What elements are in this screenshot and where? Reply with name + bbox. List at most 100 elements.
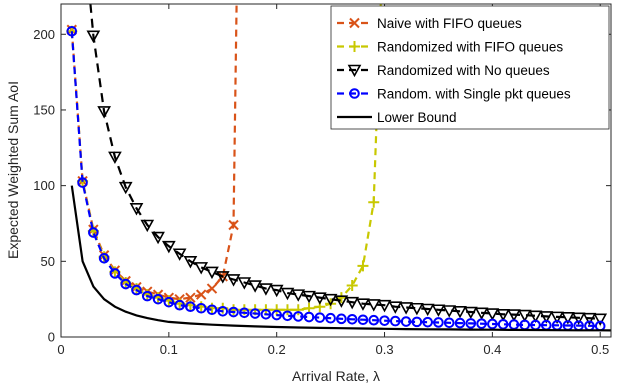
series-2-point bbox=[420, 303, 435, 317]
series-2-point bbox=[507, 309, 521, 322]
series-2-point bbox=[172, 248, 187, 261]
series-2-point bbox=[334, 295, 349, 308]
legend-box bbox=[330, 5, 610, 130]
x-tick-label: 0 bbox=[57, 342, 64, 357]
series-3-point bbox=[379, 315, 390, 326]
series-3-point bbox=[368, 314, 380, 326]
x-axis: 0 0.1 0.2 0.3 0.4 0.5 bbox=[57, 4, 609, 357]
series-3-point bbox=[400, 316, 412, 327]
series-3-point bbox=[282, 310, 293, 322]
series-2-point bbox=[97, 106, 111, 119]
legend-marker-0 bbox=[349, 17, 360, 29]
legend-item-3: Random. with Single pkt queues bbox=[337, 87, 571, 102]
series-3-point bbox=[497, 318, 509, 330]
series-0-point bbox=[195, 289, 207, 300]
series-3-point bbox=[195, 302, 207, 314]
y-tick-label: 0 bbox=[48, 330, 55, 345]
x-tick-label: 0.5 bbox=[591, 342, 609, 357]
series-2-point bbox=[323, 293, 338, 307]
series-3-point bbox=[228, 306, 239, 318]
legend-marker-1 bbox=[349, 41, 360, 52]
series-2-point bbox=[194, 262, 209, 275]
series-3-point bbox=[249, 308, 261, 319]
series-3-point bbox=[141, 290, 153, 302]
series-2-point bbox=[226, 274, 241, 287]
series-3-point bbox=[433, 317, 444, 328]
series-2-point bbox=[399, 302, 413, 315]
y-tick-label: 150 bbox=[33, 102, 55, 117]
series-3-point bbox=[120, 278, 132, 290]
series-3-point bbox=[422, 316, 433, 328]
legend-item-4: Lower Bound bbox=[337, 110, 457, 125]
series-2-point bbox=[151, 231, 165, 245]
series-2-point bbox=[517, 309, 532, 323]
series-2-point bbox=[453, 305, 467, 319]
series-3-point bbox=[66, 25, 78, 37]
series-2-point bbox=[474, 307, 489, 320]
series-2-point bbox=[593, 313, 608, 326]
series-2-point bbox=[312, 292, 327, 305]
x-tick-label: 0.3 bbox=[375, 342, 393, 357]
legend-item-0: Naive with FIFO queues bbox=[337, 16, 522, 31]
series-3-point bbox=[303, 311, 315, 323]
series-3-point bbox=[88, 227, 99, 238]
legend-label-3: Random. with Single pkt queues bbox=[377, 87, 571, 102]
legend-marker-3 bbox=[349, 88, 360, 99]
y-tick-label: 50 bbox=[41, 254, 55, 269]
series-1-point bbox=[368, 196, 380, 208]
series-3-point bbox=[292, 311, 304, 322]
series-2 bbox=[86, 4, 608, 326]
y-tick-label: 100 bbox=[33, 178, 55, 193]
series-2-point bbox=[366, 299, 381, 312]
series-2-point bbox=[356, 298, 370, 311]
series-3-point bbox=[411, 316, 423, 328]
series-layer bbox=[66, 4, 611, 332]
x-axis-title: Arrival Rate, λ bbox=[292, 368, 380, 384]
series-line-2 bbox=[89, 4, 601, 320]
series-2-point bbox=[205, 266, 219, 280]
series-2-point bbox=[161, 240, 176, 254]
series-line-3 bbox=[70, 31, 601, 328]
legend-label-2: Randomized with No queues bbox=[377, 63, 550, 78]
series-3-point bbox=[163, 296, 175, 308]
y-axis-title: Expected Weighted Sum AoI bbox=[5, 81, 21, 259]
series-2-point bbox=[302, 290, 316, 304]
series-2-point bbox=[442, 305, 457, 318]
series-2-point bbox=[129, 203, 144, 216]
series-2-point bbox=[377, 299, 392, 313]
legend: Naive with FIFO queues Randomized with FI… bbox=[330, 5, 610, 130]
series-2-point bbox=[183, 256, 198, 269]
series-1-point bbox=[335, 292, 347, 304]
series-3-point bbox=[174, 299, 185, 311]
series-2-point bbox=[463, 306, 478, 320]
legend-item-2: Randomized with No queues bbox=[337, 63, 550, 78]
series-2-point bbox=[528, 310, 543, 323]
series-2-point bbox=[431, 304, 446, 317]
series-3-point bbox=[271, 309, 282, 321]
series-1-point bbox=[346, 280, 358, 292]
series-2-point bbox=[237, 277, 252, 290]
series-3-point bbox=[152, 293, 164, 305]
legend-label-1: Randomized with FIFO queues bbox=[377, 40, 563, 55]
legend-label-0: Naive with FIFO queues bbox=[377, 16, 522, 31]
series-1-point bbox=[357, 260, 369, 272]
series-0-point bbox=[228, 219, 239, 231]
series-2-point bbox=[108, 151, 122, 165]
series-2-point bbox=[582, 312, 597, 326]
series-3-point bbox=[185, 301, 196, 313]
series-2-point bbox=[248, 280, 262, 293]
series-2-point bbox=[269, 284, 284, 298]
x-tick-label: 0.1 bbox=[160, 342, 178, 357]
series-2-point bbox=[388, 301, 403, 314]
series-2-point bbox=[485, 308, 500, 321]
series-line-4 bbox=[70, 185, 611, 332]
series-3-point bbox=[465, 318, 477, 329]
series-0-point bbox=[206, 283, 218, 294]
series-2-point bbox=[215, 271, 230, 284]
series-2-point bbox=[118, 181, 133, 195]
series-3-point bbox=[487, 318, 498, 330]
legend-item-1: Randomized with FIFO queues bbox=[337, 40, 563, 55]
x-tick-label: 0.2 bbox=[268, 342, 286, 357]
series-2-point bbox=[550, 311, 564, 325]
series-3-point bbox=[131, 284, 142, 296]
